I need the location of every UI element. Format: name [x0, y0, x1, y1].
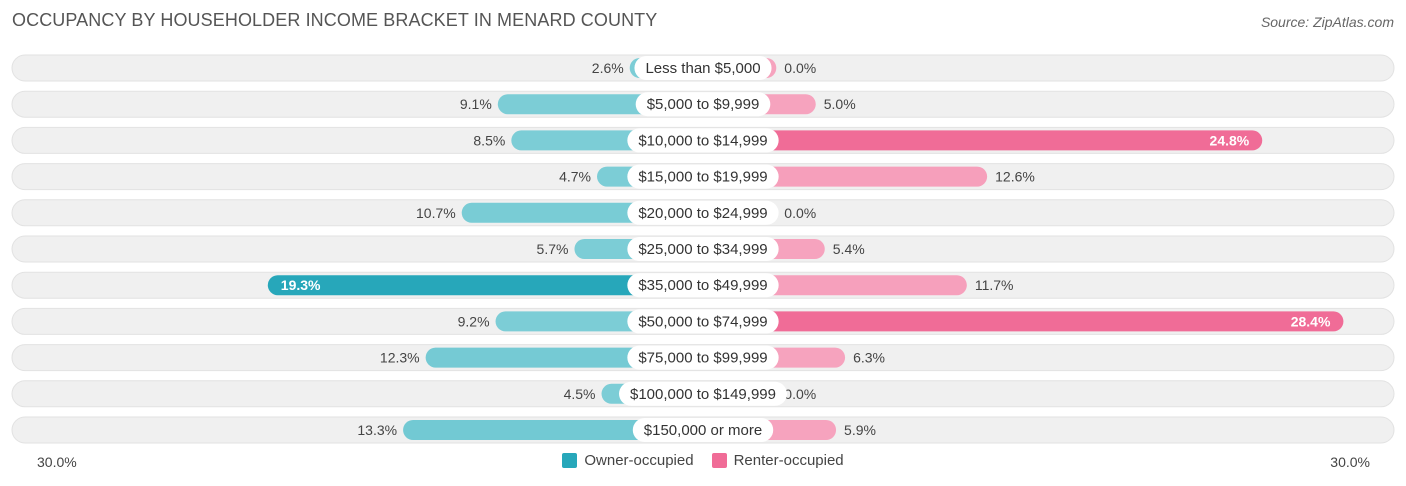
category-pill — [627, 345, 779, 370]
category-label: $75,000 to $99,999 — [638, 350, 767, 367]
owner-swatch-icon — [562, 453, 578, 468]
renter-value-label: 11.7% — [975, 277, 1014, 293]
owner-value-label: 12.3% — [380, 350, 420, 366]
renter-value-label: 6.3% — [853, 350, 885, 366]
owner-value-label: 13.3% — [357, 422, 397, 438]
owner-bar — [403, 420, 703, 440]
legend-item-renter: Renter-occupied — [711, 452, 844, 469]
owner-bar — [267, 275, 703, 296]
category-pill — [627, 309, 779, 334]
category-label: $25,000 to $34,999 — [638, 241, 767, 258]
chart-area: 2.6% 0.0% Less than $5,000 9.1% 5.0% $5,000 t… — [11, 54, 1395, 444]
source-label: Source: ZipAtlas.com — [1260, 14, 1394, 30]
renter-bar — [703, 130, 1263, 151]
owner-value-label: 5.7% — [537, 241, 569, 257]
owner-value-label: 10.7% — [416, 205, 456, 221]
category-label: $35,000 to $49,999 — [638, 277, 767, 294]
owner-value-label: 8.5% — [473, 132, 505, 148]
renter-swatch-icon — [711, 453, 727, 468]
category-label: $100,000 to $149,999 — [630, 386, 776, 403]
renter-value-label: 5.9% — [844, 422, 876, 438]
category-pill — [634, 56, 772, 80]
axis-left-label: 30.0% — [37, 454, 77, 470]
legend: Owner-occupied Renter-occupied — [0, 452, 1406, 469]
category-label: Less than $5,000 — [645, 60, 760, 77]
legend-item-owner: Owner-occupied — [562, 452, 694, 469]
category-pill — [627, 164, 779, 189]
category-label: $20,000 to $24,999 — [638, 205, 767, 222]
owner-value-label: 4.5% — [564, 386, 596, 402]
category-pill — [627, 200, 779, 225]
owner-value-label: 4.7% — [559, 169, 591, 185]
legend-renter-label: Renter-occupied — [733, 452, 844, 469]
renter-value-label: 28.4% — [1291, 313, 1331, 329]
category-pill — [627, 237, 779, 261]
owner-value-label: 19.3% — [281, 277, 321, 293]
category-pill — [632, 418, 774, 442]
renter-value-label: 0.0% — [784, 205, 816, 221]
category-pill — [635, 92, 771, 117]
category-label: $15,000 to $19,999 — [638, 169, 767, 186]
category-label: $50,000 to $74,999 — [638, 313, 767, 330]
owner-value-label: 9.1% — [460, 96, 492, 112]
owner-value-label: 9.2% — [458, 313, 490, 329]
chart-title: OCCUPANCY BY HOUSEHOLDER INCOME BRACKET … — [12, 10, 658, 30]
legend-owner-label: Owner-occupied — [584, 452, 694, 469]
renter-bar — [703, 311, 1344, 332]
category-pill — [619, 381, 787, 406]
renter-value-label: 24.8% — [1210, 132, 1250, 148]
category-pill — [627, 128, 779, 153]
axis-right-label: 30.0% — [1330, 454, 1370, 470]
category-label: $5,000 to $9,999 — [647, 96, 760, 113]
renter-value-label: 12.6% — [995, 169, 1035, 185]
renter-value-label: 0.0% — [784, 386, 816, 402]
category-label: $10,000 to $14,999 — [638, 132, 767, 149]
category-label: $150,000 or more — [644, 422, 762, 439]
owner-value-label: 2.6% — [592, 60, 624, 76]
renter-value-label: 0.0% — [784, 60, 816, 76]
renter-value-label: 5.4% — [833, 241, 865, 257]
renter-value-label: 5.0% — [824, 96, 856, 112]
category-pill — [627, 273, 779, 298]
